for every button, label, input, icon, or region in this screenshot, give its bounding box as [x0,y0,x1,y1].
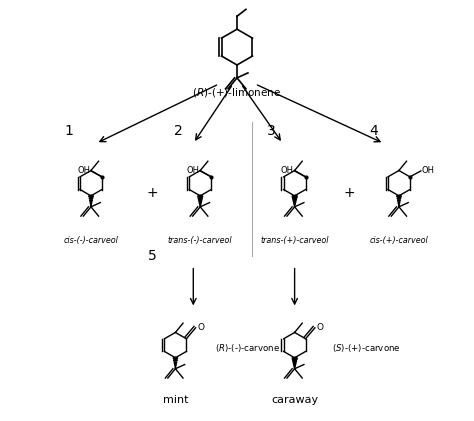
Polygon shape [398,200,400,201]
Text: cis-(-)-carveol: cis-(-)-carveol [64,236,118,245]
Polygon shape [175,367,176,368]
Text: 1: 1 [64,125,73,139]
Polygon shape [90,200,92,201]
Polygon shape [174,364,176,365]
Text: mint: mint [163,395,188,405]
Text: O: O [198,323,205,332]
Text: OH: OH [77,166,90,176]
Text: OH: OH [281,166,294,176]
Text: trans-(+)-carveol: trans-(+)-carveol [260,236,329,245]
Text: caraway: caraway [271,395,318,405]
Text: cis-(+)-carveol: cis-(+)-carveol [370,236,428,245]
Polygon shape [89,196,93,197]
Text: $(S)$-(+)-carvone: $(S)$-(+)-carvone [332,342,401,354]
Polygon shape [292,358,297,369]
Polygon shape [174,362,177,363]
Text: 3: 3 [267,125,276,139]
Text: $(R)$-(-)-carvone: $(R)$-(-)-carvone [215,342,280,354]
Text: trans-(-)-carveol: trans-(-)-carveol [168,236,233,245]
Text: +: + [147,186,158,200]
Text: 4: 4 [370,125,378,139]
Text: OH: OH [186,166,200,176]
Polygon shape [397,196,401,197]
Polygon shape [173,360,177,361]
Text: $(R)$-(+)-limonene: $(R)$-(+)-limonene [192,86,282,99]
Text: 5: 5 [148,249,157,263]
Text: OH: OH [422,166,435,176]
Polygon shape [173,358,178,359]
Polygon shape [397,198,401,199]
Polygon shape [292,196,297,207]
Text: +: + [344,186,355,200]
Text: 2: 2 [174,125,183,139]
Text: O: O [317,323,324,332]
Polygon shape [89,198,93,199]
Polygon shape [198,196,203,207]
